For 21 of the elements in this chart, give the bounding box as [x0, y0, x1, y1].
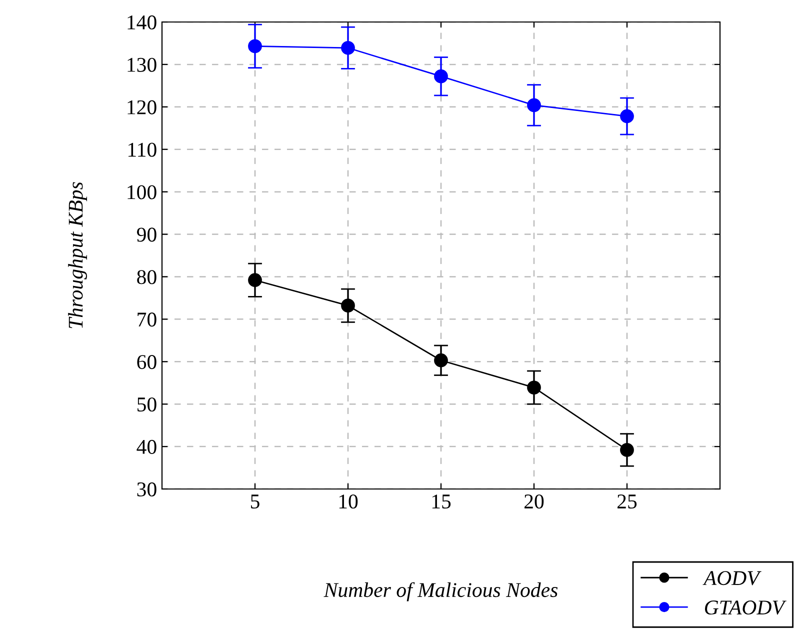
y-tick-label: 60	[137, 355, 156, 370]
x-axis-title: Number of Malicious Nodes	[324, 582, 558, 602]
x-tick-label: 20	[524, 494, 544, 509]
x-tick-label: 15	[432, 494, 451, 509]
legend-label: AODV	[702, 571, 762, 586]
y-tick-label: 30	[137, 482, 156, 496]
y-axis-title: Throughput KBps	[68, 182, 87, 328]
y-tick-label: 70	[138, 312, 156, 327]
y-tick-label: 90	[136, 228, 156, 242]
y-tick-label: 130	[128, 58, 156, 72]
y-tick-label: 80	[137, 270, 156, 284]
x-tick-label: 25	[618, 494, 637, 509]
y-tick-label: 140	[128, 15, 156, 30]
y-tick-label: 50	[138, 397, 156, 412]
x-tick-label: 5	[251, 494, 260, 509]
y-tick-label: 40	[136, 440, 156, 454]
y-tick-label: 120	[128, 100, 156, 114]
y-tick-label: 110	[128, 142, 156, 157]
legend-label: GTAODV	[704, 600, 786, 615]
x-tick-label: 10	[339, 494, 358, 509]
y-tick-label: 100	[128, 185, 156, 200]
